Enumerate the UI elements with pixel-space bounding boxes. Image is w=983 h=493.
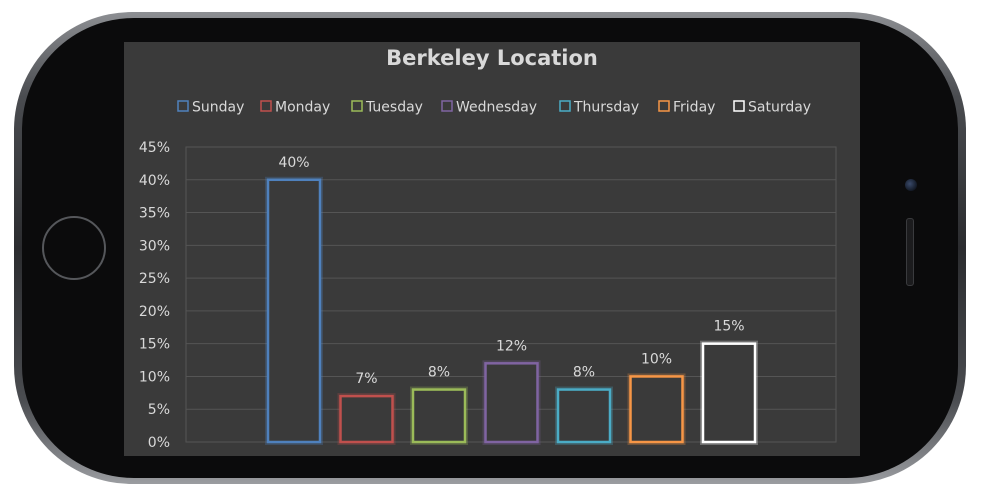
legend-label: Sunday	[192, 100, 244, 116]
legend-swatch	[559, 100, 571, 112]
camera-icon	[905, 179, 917, 191]
data-label: 40%	[278, 155, 309, 171]
legend-swatch	[733, 100, 745, 112]
data-label: 8%	[573, 365, 595, 381]
y-tick-label: 25%	[139, 271, 170, 287]
legend-label: Tuesday	[365, 100, 423, 116]
y-tick-label: 20%	[139, 304, 170, 320]
bar	[339, 394, 394, 444]
bar	[411, 388, 467, 444]
legend-label: Monday	[275, 100, 330, 116]
legend-swatch	[441, 100, 453, 112]
bar	[556, 388, 612, 444]
chart-screen: Berkeley Location 0% 5% 10% 15% 20% 25% 30% 35%…	[124, 42, 860, 456]
y-tick-label: 15%	[139, 337, 170, 353]
y-tick-label: 5%	[148, 402, 170, 418]
speaker-grille	[906, 218, 914, 286]
y-tick-label: 35%	[139, 206, 170, 222]
data-label: 12%	[496, 338, 527, 354]
legend-label: Friday	[673, 100, 715, 116]
legend-label: Saturday	[748, 100, 811, 116]
bar	[266, 178, 322, 444]
data-label: 10%	[641, 351, 672, 367]
y-tick-label: 40%	[139, 173, 170, 189]
data-label: 15%	[713, 319, 744, 335]
legend-swatch	[177, 100, 189, 112]
legend-swatch	[658, 100, 670, 112]
home-button[interactable]	[42, 216, 106, 280]
chart-title: Berkeley Location	[386, 46, 598, 70]
y-tick-label: 0%	[148, 435, 170, 451]
y-tick-label: 10%	[139, 369, 170, 385]
legend-swatch	[260, 100, 272, 112]
data-label: 7%	[355, 371, 377, 387]
legend-label: Wednesday	[456, 100, 537, 116]
chart: 0% 5% 10% 15% 20% 25% 30% 35% 40% 45% 40% 7% 8% 12% 8%…	[139, 100, 837, 451]
bar	[701, 342, 757, 444]
y-tick-label: 30%	[139, 238, 170, 254]
legend-swatch	[351, 100, 363, 112]
bar	[629, 375, 684, 444]
bar	[484, 362, 539, 444]
legend-label: Thursday	[573, 100, 639, 116]
data-label: 8%	[428, 365, 450, 381]
y-tick-label: 45%	[139, 140, 170, 156]
